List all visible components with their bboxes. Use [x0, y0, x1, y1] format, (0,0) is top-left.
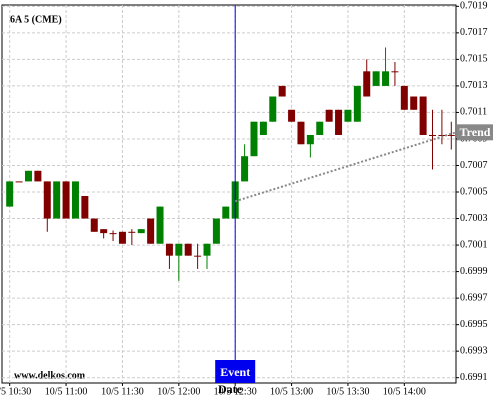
- candle-body: [335, 109, 343, 135]
- x-tick-label: 10/5 14:00: [383, 386, 426, 397]
- candle-body: [137, 229, 145, 234]
- candle-body: [128, 231, 136, 233]
- event-tag: [215, 360, 256, 383]
- x-tick-label: 10/5 13:30: [326, 386, 369, 397]
- candle-body: [34, 170, 42, 182]
- candle-body: [81, 195, 89, 219]
- candle-body: [438, 134, 446, 136]
- y-tick-label: 0.7003: [460, 213, 488, 224]
- x-tick-label: 10/5 12:30: [214, 386, 257, 397]
- candle-body: [156, 206, 164, 244]
- event-label: Event: [220, 365, 250, 379]
- trend-label: Trend: [460, 125, 491, 139]
- candle-body: [43, 181, 51, 219]
- candle-body: [410, 96, 418, 110]
- y-tick-label: 0.7007: [460, 160, 488, 171]
- candle-body: [419, 96, 427, 135]
- candle-body: [147, 218, 155, 244]
- candle-body: [269, 96, 277, 122]
- x-tick-label: 10/5 11:30: [101, 386, 144, 397]
- y-tick-label: 0.7019: [460, 1, 488, 12]
- y-tick-label: 0.7001: [460, 239, 488, 250]
- y-tick-label: 0.6991: [460, 372, 488, 383]
- candle-body: [297, 121, 305, 145]
- y-tick-label: 0.6993: [460, 345, 488, 356]
- candle-body: [278, 85, 286, 97]
- x-tick-label: 10/5 12:00: [157, 386, 200, 397]
- y-tick-label: 0.7005: [460, 186, 488, 197]
- candle-body: [71, 181, 79, 219]
- candle-body: [325, 109, 333, 122]
- candle-body: [109, 233, 117, 235]
- candle-body: [118, 231, 126, 244]
- candle-body: [165, 243, 173, 256]
- watermark: www.delkos.com: [14, 370, 86, 381]
- candle-body: [382, 71, 390, 86]
- candle-body: [212, 218, 220, 244]
- candle-body: [363, 71, 371, 97]
- candle-body: [316, 121, 324, 135]
- chart-title: 6A 5 (CME): [10, 14, 62, 25]
- candle-body: [6, 181, 14, 207]
- candle-body: [194, 255, 202, 257]
- candle-body: [175, 243, 183, 256]
- y-tick-label: 0.7015: [460, 54, 488, 65]
- x-tick-label: 10/5 10:30: [0, 386, 31, 397]
- y-tick-label: 0.6997: [460, 292, 488, 303]
- x-tick-label: 10/5 11:00: [45, 386, 88, 397]
- candle-body: [184, 243, 192, 256]
- candle-body: [344, 109, 352, 122]
- candle-body: [391, 71, 399, 73]
- candle-body: [15, 181, 23, 183]
- candle-body: [203, 243, 211, 256]
- candle-body: [372, 71, 380, 86]
- candle-body: [62, 181, 70, 219]
- candle-body: [53, 181, 61, 219]
- candle-body: [90, 218, 98, 232]
- trend-line: [234, 131, 457, 203]
- candle-body: [353, 85, 361, 122]
- candle-body: [259, 121, 267, 135]
- plot-frame: [1, 4, 457, 384]
- candle-body: [24, 170, 32, 182]
- y-tick-label: 0.7017: [460, 27, 488, 38]
- x-axis-label: Date: [218, 382, 243, 396]
- y-tick-label: 0.7013: [460, 80, 488, 91]
- x-tick-label: 10/5 13:00: [270, 386, 313, 397]
- y-tick-label: 0.7011: [460, 107, 487, 118]
- candle-body: [250, 121, 258, 157]
- trend-tag: [457, 124, 493, 141]
- candle-body: [429, 134, 437, 136]
- candle-body: [241, 156, 249, 182]
- candle-body: [400, 85, 408, 110]
- candle-body: [100, 229, 108, 234]
- candle-body: [288, 109, 296, 122]
- y-tick-label: 0.6999: [460, 266, 488, 277]
- y-tick-label: 0.6995: [460, 319, 488, 330]
- candle-body: [222, 206, 230, 219]
- candle-body: [306, 134, 314, 145]
- candle-body: [447, 134, 455, 136]
